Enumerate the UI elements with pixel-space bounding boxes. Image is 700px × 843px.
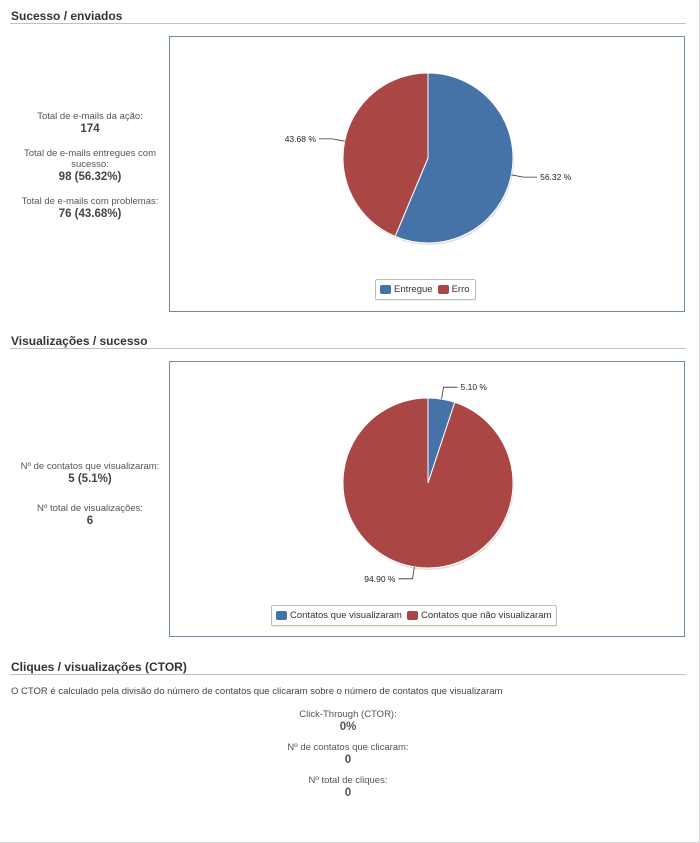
stat-label: Click-Through (CTOR):: [299, 709, 397, 720]
legend-item-nao-visualizaram[interactable]: Contatos que não visualizaram: [406, 610, 552, 621]
stat-value: 0%: [339, 721, 357, 733]
section-title-visualizacoes: Visualizações / sucesso: [11, 334, 148, 348]
pie-chart-svg: 56.32 % 43.68 %: [285, 72, 572, 245]
pie-label-connector: [398, 566, 415, 580]
pie-data-label: 94.90 %: [364, 574, 396, 584]
legend-label: Erro: [451, 284, 470, 295]
stat-value: 0: [344, 787, 352, 799]
section-divider: [10, 23, 686, 24]
legend-swatch: [437, 285, 449, 294]
legend-label: Entregue: [394, 284, 433, 295]
stats-visualizacoes: Nº de contatos que visualizaram: 5 (5.1%…: [14, 461, 166, 540]
pie-label-connector: [318, 138, 345, 142]
stat-value: 98 (56.32%): [58, 171, 122, 183]
pie-slice-erro[interactable]: [342, 72, 429, 238]
legend-item-entregue[interactable]: Entregue: [380, 284, 433, 295]
legend-swatch: [276, 611, 287, 620]
section-divider: [10, 674, 686, 675]
stat-label: Total de e-mails com problemas:: [21, 196, 159, 207]
legend-item-visualizaram[interactable]: Contatos que visualizaram: [276, 610, 402, 621]
stat-total-emails: Total de e-mails da ação: 174: [14, 111, 166, 136]
legend-item-erro[interactable]: Erro: [437, 284, 470, 295]
ctor-note: O CTOR é calculado pela divisão do númer…: [11, 686, 503, 697]
stat-value: 5 (5.1%): [68, 473, 112, 485]
stat-label: Nº de contatos que clicaram:: [287, 742, 409, 753]
pie-label-connector: [511, 174, 538, 178]
pie-chart-svg: 5.10 % 94.90 %: [342, 382, 514, 584]
stat-value: 174: [80, 123, 100, 135]
stat-contatos-clicaram: Nº de contatos que clicaram: 0: [200, 742, 496, 767]
pie-data-label: 43.68 %: [285, 134, 317, 144]
legend-swatch: [380, 285, 391, 294]
stat-total-cliques: Nº total de cliques: 0: [200, 775, 496, 800]
chart-legend: Entregue Erro: [375, 279, 476, 300]
pie-chart-visualizacoes: 5.10 % 94.90 % Contatos que visualizaram …: [169, 361, 685, 637]
legend-label: Contatos que visualizaram: [290, 610, 402, 621]
stat-value: 76 (43.68%): [58, 208, 122, 220]
stat-problemas: Total de e-mails com problemas: 76 (43.6…: [14, 196, 166, 221]
section-divider: [10, 348, 686, 349]
stat-value: 0: [344, 754, 352, 766]
section-title-cliques: Cliques / visualizações (CTOR): [11, 660, 187, 674]
stat-contatos-visualizaram: Nº de contatos que visualizaram: 5 (5.1%…: [14, 461, 166, 486]
chart-legend: Contatos que visualizaram Contatos que n…: [271, 605, 558, 626]
pie-slice-contatos-que-não-visualizaram[interactable]: [342, 397, 514, 569]
stat-label: Nº de contatos que visualizaram:: [20, 461, 160, 472]
pie-data-label: 5.10 %: [461, 382, 488, 392]
pie-data-label: 56.32 %: [540, 172, 572, 182]
legend-swatch: [406, 611, 418, 620]
stat-ctor: Click-Through (CTOR): 0%: [200, 709, 496, 734]
stats-sucesso: Total de e-mails da ação: 174 Total de e…: [14, 111, 166, 233]
stat-label: Total de e-mails da ação:: [37, 111, 143, 122]
stats-cliques: Click-Through (CTOR): 0% Nº de contatos …: [200, 709, 496, 808]
pie-label-connector: [441, 386, 458, 400]
section-title-sucesso: Sucesso / enviados: [11, 9, 123, 23]
stat-value: 6: [86, 515, 94, 527]
stat-label: Nº total de cliques:: [308, 775, 388, 786]
stat-label: Nº total de visualizações:: [37, 503, 143, 514]
stat-entregues: Total de e-mails entregues com sucesso: …: [14, 148, 166, 184]
legend-label: Contatos que não visualizaram: [420, 610, 552, 621]
stat-total-visualizacoes: Nº total de visualizações: 6: [14, 503, 166, 528]
pie-chart-sucesso: 56.32 % 43.68 % Entregue Erro: [169, 36, 685, 312]
stat-label: Total de e-mails entregues com sucesso:: [23, 148, 156, 170]
